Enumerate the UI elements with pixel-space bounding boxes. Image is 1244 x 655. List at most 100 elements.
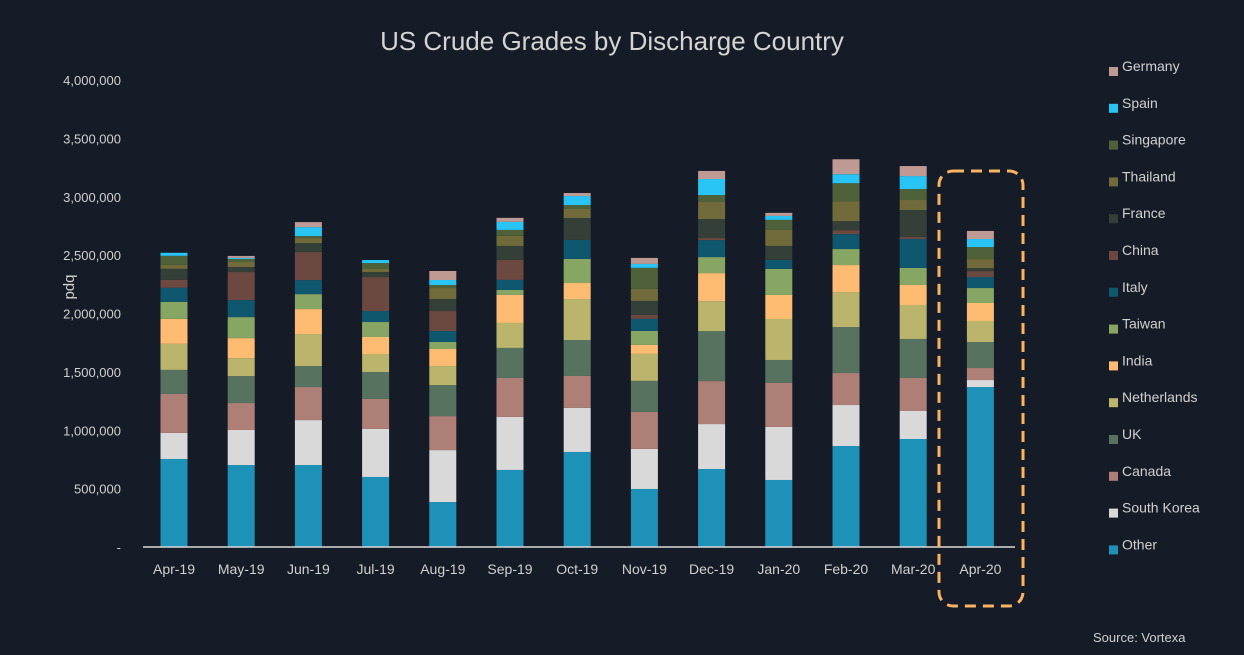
bar-segment-south-korea: [832, 405, 860, 447]
bar-segment-canada: [966, 368, 994, 381]
bar-segment-netherlands: [496, 322, 524, 348]
bar-segment-south-korea: [698, 424, 726, 470]
legend-swatch: [1109, 251, 1118, 260]
bar-segment-thailand: [429, 288, 457, 300]
bar-segment-india: [832, 265, 860, 293]
legend-item-spain: Spain: [1109, 95, 1158, 113]
bar-segment-france: [563, 217, 591, 240]
bar-segment-india: [765, 294, 793, 319]
bar-segment-singapore: [362, 263, 390, 270]
bar-segment-taiwan: [294, 294, 322, 310]
bar-segment-other: [294, 465, 322, 547]
legend-item-uk: UK: [1109, 426, 1142, 444]
bar-segment-china: [899, 237, 927, 240]
bar-segment-italy: [899, 239, 927, 268]
bar-segment-germany: [899, 166, 927, 177]
bar-segment-canada: [563, 375, 591, 408]
x-tick-label: Apr-20: [959, 561, 1001, 577]
bar-segment-italy: [294, 280, 322, 295]
bar-segment-india: [630, 344, 658, 354]
bar-segment-south-korea: [362, 428, 390, 477]
bar-segment-india: [362, 336, 390, 355]
bar-segment-canada: [227, 403, 255, 431]
bar-segment-uk: [966, 341, 994, 369]
bar-segment-south-korea: [899, 410, 927, 440]
bar-segment-france: [698, 219, 726, 239]
legend-item-germany: Germany: [1109, 58, 1180, 76]
bar-segment-india: [160, 318, 188, 344]
bar-segment-france: [362, 272, 390, 278]
bar-segment-canada: [630, 411, 658, 449]
bar-segment-uk: [765, 359, 793, 383]
bar-stack-jun-19: [294, 222, 322, 547]
bar-segment-singapore: [429, 285, 457, 289]
bar-segment-spain: [362, 260, 390, 264]
bar-segment-france: [294, 243, 322, 253]
bar-stack-mar-20: [899, 166, 927, 547]
bar-segment-canada: [429, 416, 457, 451]
x-tick-label: Mar-20: [891, 561, 936, 577]
legend-swatch: [1109, 471, 1118, 481]
bar-segment-south-korea: [160, 432, 188, 459]
legend-swatch: [1109, 324, 1118, 334]
bar-segment-canada: [362, 398, 390, 429]
bar-segment-singapore: [496, 229, 524, 236]
bar-stack-jan-20: [765, 212, 793, 547]
bar-segment-other: [563, 451, 591, 547]
bar-segment-france: [160, 268, 188, 280]
legend-item-italy: Italy: [1109, 279, 1148, 297]
bar-segment-singapore: [630, 267, 658, 289]
x-tick-label: Sep-19: [487, 561, 532, 577]
bar-segment-other: [698, 469, 726, 547]
bar-segment-other: [765, 479, 793, 547]
bar-segment-italy: [832, 234, 860, 250]
legend-label: Singapore: [1122, 132, 1186, 148]
bar-segment-france: [496, 245, 524, 260]
bar-segment-other: [496, 469, 524, 547]
y-tick-label: 1,500,000: [63, 365, 121, 380]
bar-segment-india: [698, 273, 726, 302]
bar-segment-netherlands: [966, 320, 994, 342]
bar-stack-nov-19: [630, 257, 658, 547]
legend-label: Italy: [1122, 279, 1148, 295]
bar-segment-germany: [832, 159, 860, 175]
legend-label: Thailand: [1122, 168, 1176, 184]
bar-segment-uk: [294, 366, 322, 388]
bar-segment-singapore: [294, 236, 322, 239]
bar-segment-india: [227, 338, 255, 359]
legend-swatch: [1109, 508, 1118, 518]
bar-segment-spain: [630, 263, 658, 268]
legend-item-taiwan: Taiwan: [1109, 316, 1166, 334]
bar-stack-apr-19: [160, 252, 188, 547]
bar-stack-oct-19: [563, 193, 591, 547]
bar-segment-france: [765, 245, 793, 260]
bar-segment-china: [294, 252, 322, 281]
bar-segment-singapore: [698, 194, 726, 203]
bar-segment-china: [966, 271, 994, 278]
bar-segment-germany: [966, 230, 994, 240]
bar-segment-germany: [563, 193, 591, 197]
bar-segment-france: [899, 210, 927, 238]
chart-title: US Crude Grades by Discharge Country: [380, 26, 844, 56]
bar-segment-thailand: [966, 259, 994, 269]
bar-stack-apr-20: [966, 230, 994, 547]
bar-segment-spain: [966, 239, 994, 248]
bar-segment-south-korea: [630, 448, 658, 489]
bar-segment-uk: [832, 327, 860, 374]
y-tick-label: 3,500,000: [63, 131, 121, 146]
legend-swatch: [1109, 435, 1118, 444]
bar-segment-italy: [698, 240, 726, 258]
bar-segment-thailand: [362, 269, 390, 273]
legend-label: Other: [1122, 536, 1157, 552]
source-note: Source: Vortexa: [1093, 630, 1186, 645]
bar-segment-spain: [563, 196, 591, 206]
bar-segment-canada: [160, 393, 188, 433]
bar-segment-france: [630, 300, 658, 315]
x-tick-label: May-19: [218, 561, 265, 577]
bar-segment-canada: [899, 377, 927, 411]
bar-segment-netherlands: [429, 366, 457, 386]
legend-swatch: [1109, 214, 1118, 224]
bar-segment-india: [496, 294, 524, 323]
bar-segment-netherlands: [362, 354, 390, 372]
